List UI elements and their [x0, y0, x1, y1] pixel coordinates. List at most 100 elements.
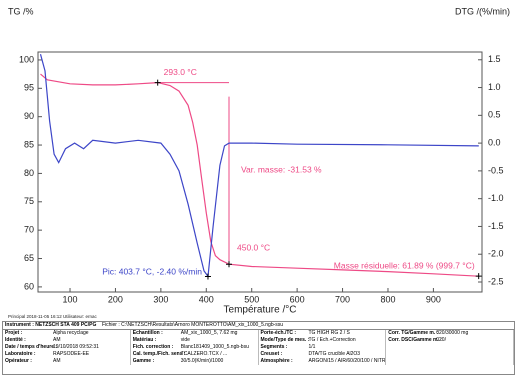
info-row: Gamme : 30/5.0(K/min)/1000 [133, 358, 256, 365]
y2-tick-label: -1.5 [488, 221, 504, 231]
x-tick-label: 900 [426, 294, 441, 304]
info-row: Date / temps d'heure :19/10/2018 09:52:3… [5, 344, 128, 351]
y2-tick-label: -2.5 [488, 276, 504, 286]
info-label: Mode/Type de mes. : [260, 337, 310, 343]
info-value: TG HIGH RG 2 / S [308, 330, 350, 336]
info-value: Blanc181409_1000_5.ngb-bsu [180, 344, 249, 350]
x-axis-label: Température /°C [224, 305, 297, 316]
info-value: Alpha recyclage [53, 330, 89, 336]
info-value: ARGON/15 / AIR/60/20/100 / NITROGEN/100 [308, 358, 386, 364]
info-row: Échantillon : AM_xix_1000_5, 7.62 mg [133, 330, 256, 337]
chart: TG /% DTG /(%/min) Température /°C Princ… [8, 6, 510, 319]
info-label: Gamme : [132, 358, 155, 364]
info-row: Cal. temp./Fich. sens :TCALZERO.TCX / ..… [133, 351, 256, 358]
y2-tick-label: -2.0 [488, 249, 504, 259]
x-tick-label: 100 [63, 294, 78, 304]
info-value: AM [53, 337, 61, 343]
info-label: Identité : [5, 337, 26, 343]
info-columns: Projet : Alpha recyclage Identité : AM Date … [3, 330, 514, 365]
info-label: Corr. TG/Gamme m. : [388, 330, 439, 336]
info-row: Matériau : vide [133, 337, 256, 344]
info-label: Date / temps d'heure : [5, 344, 58, 350]
info-row: Corr. TG/Gamme m. :020/30000 mg [388, 330, 511, 337]
info-row: Mode/Type de mes. :TG / Ech.+Correction [261, 337, 384, 344]
x-tick-label: 800 [380, 294, 395, 304]
y2-tick-label: 0.0 [488, 137, 501, 147]
info-row: Identité : AM [5, 337, 128, 344]
info-table: Instrument : NETZSCH STA 409 PC/PG Fichi… [2, 321, 515, 375]
info-value: AM [53, 358, 61, 364]
info-label: Porte-éch./TC : [260, 330, 297, 336]
info-row: Atmosphère : ARGON/15 / AIR/60/20/100 / N… [260, 358, 386, 365]
info-value: TCALZERO.TCX / ... [180, 351, 228, 357]
info-value: 020/30000 mg [436, 330, 469, 336]
info-value: vide [180, 337, 190, 343]
info-row: Fich. correction : Blanc181409_1000_5.ngb… [133, 344, 256, 351]
x-tick-label: 600 [290, 294, 305, 304]
marker [225, 261, 232, 268]
info-label: Atmosphère : [260, 358, 293, 364]
info-row: Segments : 1/1 [261, 344, 384, 351]
y-tick-label: 70 [24, 225, 34, 235]
info-value: 30/5.0(K/min)/1000 [180, 358, 224, 364]
marker-label: 293.0 °C [164, 67, 197, 77]
info-header: Instrument : NETZSCH STA 409 PC/PG Fichi… [3, 322, 514, 330]
instrument: Instrument : NETZSCH STA 409 PC/PG [5, 322, 97, 328]
info-label: Laboratoire : [5, 351, 36, 357]
info-column: Échantillon : AM_xix_1000_5, 7.62 mg Matér… [131, 330, 259, 365]
info-row: Opérateur : AM [5, 358, 128, 365]
y-axis-label: TG /% [8, 6, 34, 16]
series-line [39, 54, 479, 279]
marker [154, 79, 161, 86]
info-value: TG / Ech.+Correction [308, 337, 356, 343]
info-row: Projet : Alpha recyclage [5, 330, 128, 337]
info-label: Matériau : [132, 337, 157, 343]
info-label: Corr. DSC/Gamme m. : [388, 337, 442, 343]
y-tick-label: 95 [24, 83, 34, 93]
y2-tick-label: 1.0 [488, 82, 501, 92]
info-label: Projet : [5, 330, 23, 336]
marker-label: Pic: 403.7 °C, -2.40 %/min [102, 267, 202, 277]
y-tick-label: 60 [24, 281, 34, 291]
info-label: Opérateur : [5, 358, 32, 364]
info-value: 020/ [436, 337, 446, 343]
y2-tick-label: -0.5 [488, 165, 504, 175]
file: Fichier : C:\NETZSCH\Resultats\Arnoro MO… [101, 322, 284, 328]
info-label: Échantillon : [132, 330, 163, 336]
info-value: DTA/TG crucible Al2O3 [308, 351, 361, 357]
info-value: RAPSODEE-EE [53, 351, 90, 357]
y-tick-label: 90 [24, 111, 34, 121]
marker-label: 450.0 °C [237, 242, 270, 252]
info-row: Corr. DSC/Gamme m. :020/ [388, 337, 511, 344]
y-tick-label: 80 [24, 168, 34, 178]
info-value: 1/1 [308, 344, 316, 350]
footer: Principal 2018-11-05 16:12 Utilisateur: … [8, 314, 97, 319]
y2-tick-label: -1.0 [488, 193, 504, 203]
y-tick-label: 75 [24, 196, 34, 206]
y-tick-label: 85 [24, 139, 34, 149]
plot-frame [37, 51, 483, 293]
series-line [40, 73, 479, 277]
y2-tick-label: 1.5 [488, 54, 501, 64]
x-tick-label: 500 [244, 294, 259, 304]
info-value: 19/10/2018 09:52:31 [53, 344, 99, 350]
annotation: Var. masse: -31.53 % [241, 164, 322, 174]
marker-label: Masse résiduelle: 61.89 % (999.7 °C) [334, 260, 475, 270]
y-tick-label: 100 [19, 54, 34, 64]
y-tick-label: 65 [24, 253, 34, 263]
x-tick-label: 300 [153, 294, 168, 304]
y2-axis-label: DTG /(%/min) [455, 6, 510, 16]
y2-tick-label: 0.5 [488, 110, 501, 120]
info-label: Fich. correction : [132, 344, 174, 350]
info-label: Cal. temp./Fich. sens : [132, 351, 186, 357]
x-tick-label: 200 [108, 294, 123, 304]
info-label: Creuset : [260, 351, 283, 357]
marker [475, 273, 482, 280]
info-value: AM_xix_1000_5, 7.62 mg [180, 330, 238, 336]
x-tick-label: 400 [199, 294, 214, 304]
info-row: Laboratoire : RAPSODEE-EE [5, 351, 128, 358]
info-row: Creuset : DTA/TG crucible Al2O3 [261, 351, 384, 358]
info-label: Segments : [260, 344, 288, 350]
info-row: Porte-éch./TC : TG HIGH RG 2 / S [261, 330, 384, 337]
